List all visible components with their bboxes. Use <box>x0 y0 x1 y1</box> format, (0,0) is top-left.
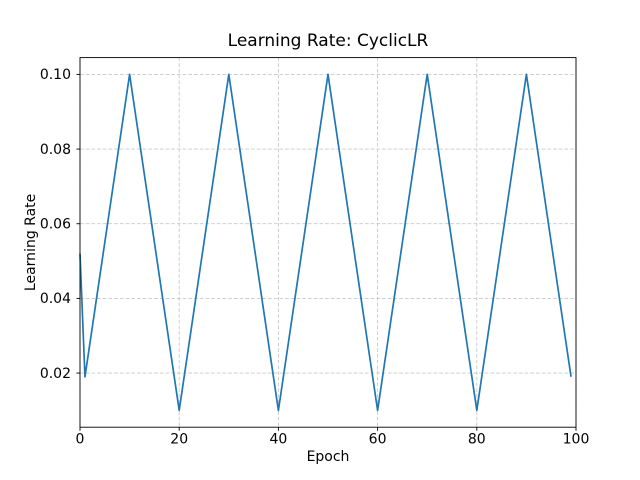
learning-rate-line <box>79 73 572 412</box>
x-tick-label: 60 <box>369 432 387 448</box>
y-axis-label: Learning Rate <box>23 194 39 291</box>
x-axis-label: Epoch <box>307 449 350 465</box>
y-tick-label: 0.04 <box>40 291 71 307</box>
y-tick-label: 0.06 <box>40 217 71 233</box>
tick-layer: 0 20 40 60 80 100 0.02 0.04 0.06 0.08 0.10 <box>40 67 590 448</box>
x-tick-label: 80 <box>468 432 486 448</box>
y-tick-label: 0.08 <box>40 142 71 158</box>
y-tick-label: 0.02 <box>40 366 71 382</box>
plot-area-border <box>79 57 577 428</box>
x-tick-label: 20 <box>170 432 188 448</box>
x-tick-label: 100 <box>563 432 590 448</box>
x-tick-label: 40 <box>269 432 287 448</box>
series-layer <box>79 73 572 412</box>
chart-title: Learning Rate: CyclicLR <box>228 31 429 51</box>
x-tick-label: 0 <box>76 432 85 448</box>
y-tick-label: 0.10 <box>40 67 71 83</box>
label-layer: Learning Rate: CyclicLR Epoch Learning R… <box>23 31 429 465</box>
